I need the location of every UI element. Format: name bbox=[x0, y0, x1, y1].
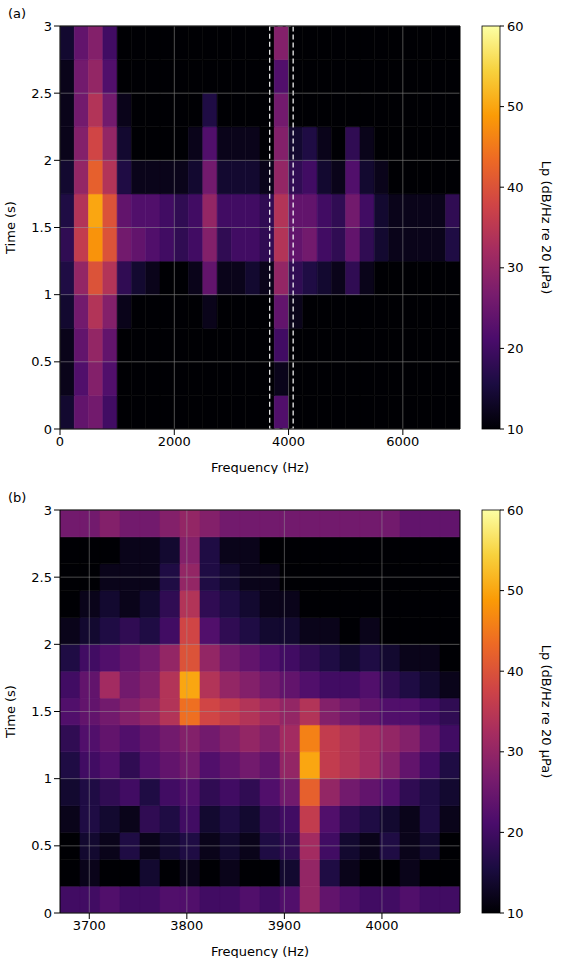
svg-text:0: 0 bbox=[44, 906, 52, 921]
svg-text:3900: 3900 bbox=[268, 918, 301, 933]
svg-text:2.5: 2.5 bbox=[31, 570, 52, 585]
svg-text:0.5: 0.5 bbox=[31, 354, 52, 369]
svg-text:0: 0 bbox=[56, 434, 64, 449]
svg-text:3: 3 bbox=[44, 503, 52, 518]
svg-text:1: 1 bbox=[44, 771, 52, 786]
svg-text:2: 2 bbox=[44, 153, 52, 168]
svg-text:4000: 4000 bbox=[272, 434, 305, 449]
svg-text:Lp (dB/Hz re 20 μPa): Lp (dB/Hz re 20 μPa) bbox=[539, 645, 554, 778]
svg-text:6000: 6000 bbox=[386, 434, 419, 449]
svg-text:3700: 3700 bbox=[73, 918, 106, 933]
svg-text:50: 50 bbox=[507, 583, 524, 598]
svg-text:0.5: 0.5 bbox=[31, 838, 52, 853]
svg-text:1: 1 bbox=[44, 287, 52, 302]
html-text:(b): (b) bbox=[8, 490, 27, 505]
svg-text:10: 10 bbox=[507, 422, 524, 437]
svg-text:60: 60 bbox=[507, 19, 524, 34]
svg-text:2.5: 2.5 bbox=[31, 86, 52, 101]
svg-text:50: 50 bbox=[507, 99, 524, 114]
svg-text:20: 20 bbox=[507, 825, 524, 840]
svg-text:1.5: 1.5 bbox=[31, 220, 52, 235]
svg-text:Lp (dB/Hz re 20 μPa): Lp (dB/Hz re 20 μPa) bbox=[539, 161, 554, 294]
svg-text:2000: 2000 bbox=[158, 434, 191, 449]
svg-text:3800: 3800 bbox=[170, 918, 203, 933]
svg-text:30: 30 bbox=[507, 744, 524, 759]
svg-text:2: 2 bbox=[44, 637, 52, 652]
svg-text:60: 60 bbox=[507, 503, 524, 518]
svg-text:10: 10 bbox=[507, 906, 524, 921]
svg-text:0: 0 bbox=[44, 422, 52, 437]
svg-text:40: 40 bbox=[507, 664, 524, 679]
svg-text:Frequency (Hz): Frequency (Hz) bbox=[211, 944, 309, 958]
svg-text:30: 30 bbox=[507, 260, 524, 275]
svg-text:3: 3 bbox=[44, 19, 52, 34]
svg-text:1.5: 1.5 bbox=[31, 704, 52, 719]
svg-text:Frequency (Hz): Frequency (Hz) bbox=[211, 460, 309, 474]
svg-text:Time (s): Time (s) bbox=[3, 685, 18, 739]
svg-text:Time (s): Time (s) bbox=[3, 201, 18, 255]
html-text:(a): (a) bbox=[8, 6, 27, 21]
svg-text:20: 20 bbox=[507, 341, 524, 356]
svg-text:40: 40 bbox=[507, 180, 524, 195]
svg-text:4000: 4000 bbox=[365, 918, 398, 933]
